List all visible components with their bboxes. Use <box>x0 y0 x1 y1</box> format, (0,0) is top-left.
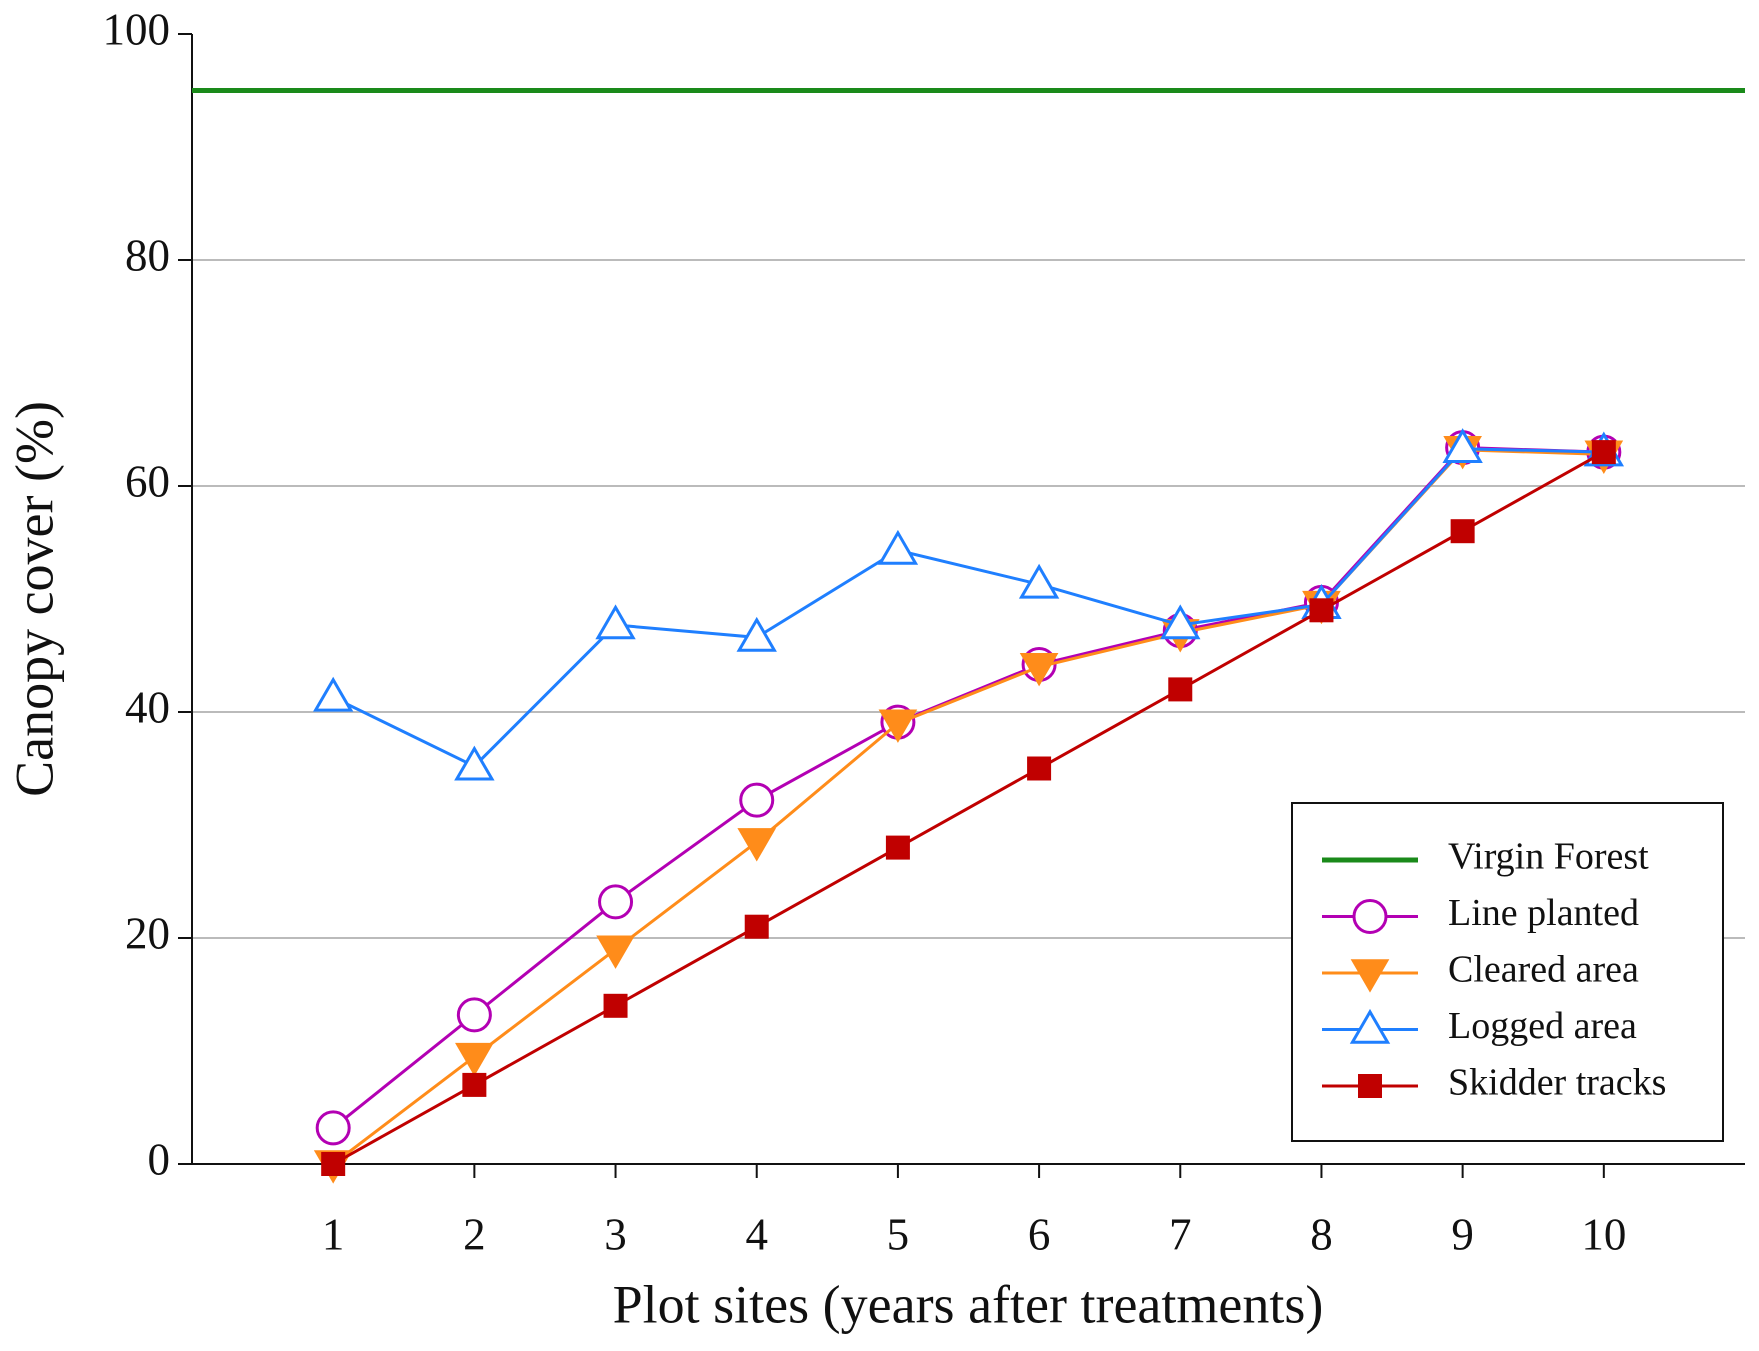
marker <box>312 676 354 712</box>
y-tick-label: 60 <box>125 456 170 506</box>
x-tick-label: 2 <box>463 1209 486 1259</box>
marker <box>1018 563 1060 599</box>
legend-label: Line planted <box>1448 892 1639 934</box>
y-tick-label: 80 <box>125 230 170 280</box>
marker <box>315 1110 351 1146</box>
marker <box>1168 677 1193 702</box>
x-tick-label: 6 <box>1028 1209 1051 1259</box>
marker <box>596 935 635 969</box>
marker <box>603 993 628 1018</box>
y-tick-label: 0 <box>148 1134 171 1184</box>
marker <box>462 1072 487 1097</box>
marker <box>455 1042 494 1077</box>
marker <box>736 616 777 652</box>
y-axis-title: Canopy cover (%) <box>4 401 64 797</box>
legend-label: Skidder tracks <box>1448 1062 1666 1104</box>
marker <box>321 1152 346 1176</box>
legend-label: Virgin Forest <box>1448 836 1649 878</box>
marker <box>744 914 769 939</box>
x-tick-label: 3 <box>604 1209 627 1259</box>
x-tick-label: 9 <box>1451 1209 1474 1259</box>
legend-label: Cleared area <box>1448 949 1639 991</box>
marker <box>885 835 910 860</box>
marker <box>878 709 918 743</box>
marker <box>454 745 495 781</box>
marker <box>877 529 919 565</box>
series-line <box>332 447 1604 769</box>
legend-marker <box>1358 1074 1382 1098</box>
x-tick-label: 4 <box>745 1209 768 1259</box>
x-tick-label: 1 <box>322 1209 345 1259</box>
y-tick-label: 40 <box>125 682 170 732</box>
marker <box>1160 604 1201 640</box>
x-axis-title: Plot sites (years after treatments) <box>613 1274 1324 1334</box>
marker <box>739 782 775 818</box>
x-tick-label: 8 <box>1310 1209 1333 1259</box>
legend-marker <box>1349 1008 1391 1044</box>
legend-label: Logged area <box>1448 1005 1637 1047</box>
marker <box>1027 756 1052 781</box>
legend-marker <box>1350 959 1390 993</box>
marker <box>1450 519 1475 544</box>
marker <box>737 828 777 862</box>
x-tick-label: 5 <box>887 1209 910 1259</box>
marker <box>456 997 492 1033</box>
x-tick-label: 10 <box>1581 1209 1626 1259</box>
legend-marker <box>1352 899 1388 934</box>
marker <box>1442 428 1483 464</box>
series-line <box>332 450 1605 1166</box>
marker <box>1591 440 1616 465</box>
marker <box>595 604 636 640</box>
marker <box>1309 598 1334 623</box>
y-tick-label: 20 <box>125 908 170 958</box>
y-tick-label: 100 <box>103 4 171 54</box>
marker <box>1019 653 1059 687</box>
marker <box>598 884 634 920</box>
x-tick-label: 7 <box>1169 1209 1192 1259</box>
legend: Virgin Forest Line planted Cleared area Log… <box>1291 802 1724 1142</box>
